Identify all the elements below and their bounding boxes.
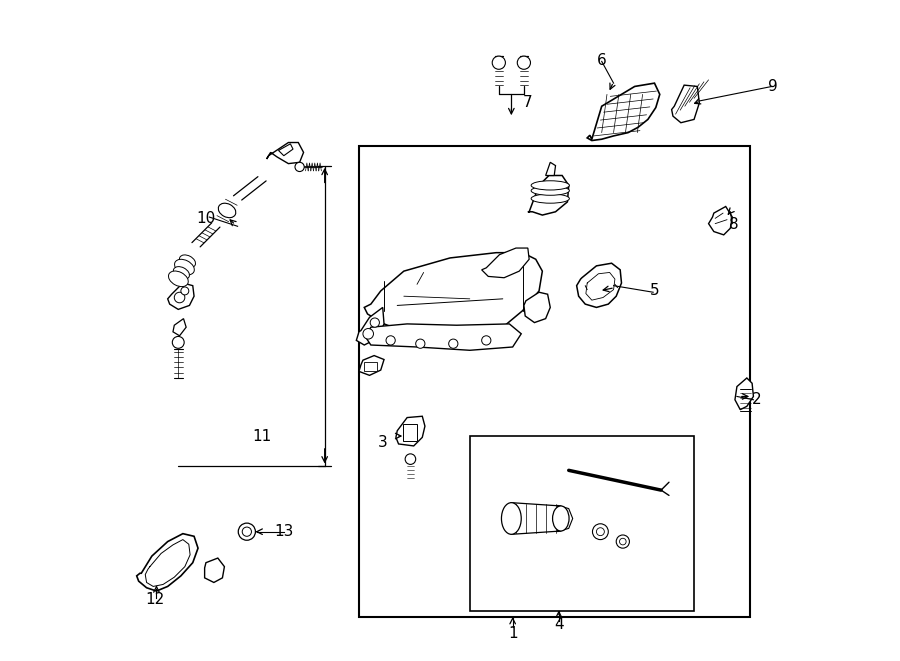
Ellipse shape	[531, 194, 570, 203]
Ellipse shape	[219, 203, 236, 217]
Circle shape	[405, 454, 416, 465]
Text: 11: 11	[252, 428, 272, 444]
Text: 1: 1	[508, 627, 518, 641]
Polygon shape	[137, 533, 198, 591]
Text: 9: 9	[769, 79, 778, 94]
Text: 3: 3	[378, 435, 388, 450]
Ellipse shape	[175, 259, 194, 275]
Polygon shape	[524, 292, 550, 323]
Polygon shape	[204, 558, 224, 582]
Polygon shape	[364, 253, 543, 336]
Circle shape	[363, 329, 374, 339]
Polygon shape	[708, 206, 733, 235]
Text: 8: 8	[729, 217, 738, 233]
Polygon shape	[365, 324, 521, 350]
Circle shape	[597, 527, 604, 535]
Text: 4: 4	[554, 617, 563, 631]
Polygon shape	[527, 175, 569, 215]
Circle shape	[175, 292, 184, 303]
Ellipse shape	[553, 506, 569, 531]
Circle shape	[295, 163, 304, 172]
Polygon shape	[266, 143, 303, 164]
Circle shape	[518, 56, 530, 69]
Circle shape	[492, 56, 506, 69]
Circle shape	[616, 535, 629, 548]
Circle shape	[172, 336, 184, 348]
Bar	[359, 146, 750, 617]
Text: 5: 5	[650, 284, 660, 298]
Ellipse shape	[501, 502, 521, 534]
Ellipse shape	[179, 255, 195, 268]
Bar	[364, 362, 377, 371]
Ellipse shape	[168, 271, 188, 287]
Text: 7: 7	[523, 95, 533, 110]
Circle shape	[619, 538, 626, 545]
Polygon shape	[396, 416, 425, 446]
Circle shape	[181, 287, 189, 295]
Polygon shape	[356, 307, 384, 345]
Polygon shape	[587, 83, 660, 141]
Bar	[470, 436, 694, 611]
Text: 13: 13	[274, 524, 293, 539]
Circle shape	[592, 524, 608, 539]
Polygon shape	[173, 319, 186, 336]
Ellipse shape	[531, 180, 570, 190]
Circle shape	[238, 523, 256, 540]
Polygon shape	[545, 163, 555, 175]
Bar	[402, 424, 417, 442]
Circle shape	[370, 318, 380, 327]
Polygon shape	[359, 356, 384, 375]
Polygon shape	[735, 378, 753, 410]
Polygon shape	[167, 283, 194, 309]
Text: 10: 10	[196, 211, 216, 226]
Polygon shape	[671, 85, 699, 123]
Circle shape	[482, 336, 490, 345]
Circle shape	[416, 339, 425, 348]
Ellipse shape	[174, 266, 189, 280]
Text: 12: 12	[145, 592, 164, 607]
Circle shape	[386, 336, 395, 345]
Polygon shape	[278, 144, 293, 156]
Circle shape	[242, 527, 251, 536]
Circle shape	[449, 339, 458, 348]
Ellipse shape	[531, 186, 570, 195]
Polygon shape	[482, 248, 529, 278]
Text: 6: 6	[597, 53, 607, 67]
Text: 2: 2	[752, 392, 761, 407]
Polygon shape	[577, 263, 622, 307]
Polygon shape	[557, 505, 572, 531]
